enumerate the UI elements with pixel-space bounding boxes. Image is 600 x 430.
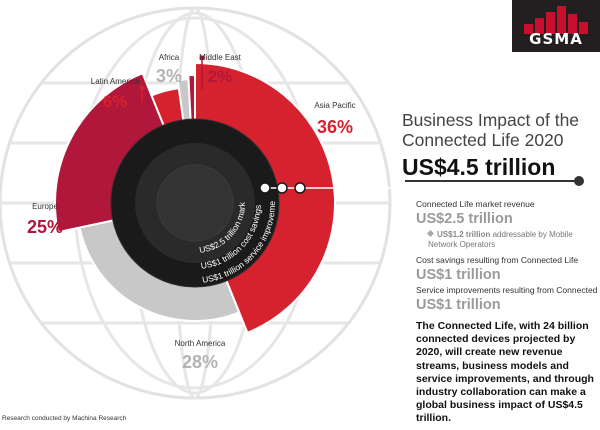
region-label-europe: Europe <box>32 202 58 211</box>
region-label-middle-east: Middle East <box>199 53 242 62</box>
logo-text: GSMA <box>529 30 583 48</box>
leader-dot-latin-america <box>139 85 145 91</box>
region-label-asia-pacific: Asia Pacific <box>314 101 355 110</box>
core-outer-edge <box>110 118 280 288</box>
improvements-value: US$1 trillion <box>416 297 501 313</box>
title-rule <box>405 180 575 182</box>
region-value-europe: 25% <box>27 217 63 237</box>
region-value-africa: 3% <box>156 66 182 86</box>
title-rule-end <box>574 176 584 186</box>
improvements-label: Service improvements resulting from Conn… <box>416 285 600 295</box>
addressable-text: addressable by Mobile Network Operators <box>428 230 573 249</box>
region-value-north-america: 28% <box>182 352 218 372</box>
bullet-diamond-icon <box>426 229 435 238</box>
core-inner-edge <box>156 164 234 242</box>
core-inner <box>157 165 233 241</box>
gsma-logo: GSMA <box>512 0 600 52</box>
savings-block: Cost savings resulting from Connected Li… <box>416 255 600 284</box>
savings-value: US$1 trillion <box>416 267 501 283</box>
improvements-block: Service improvements resulting from Conn… <box>416 285 600 314</box>
region-value-latin-america: 6% <box>103 92 128 111</box>
region-label-africa: Africa <box>159 53 180 62</box>
connector-dot-2 <box>294 182 306 194</box>
title-total: US$4.5 trillion <box>402 154 556 180</box>
addressable-block: US$1.2 trillion addressable by Mobile Ne… <box>426 229 588 250</box>
title-line-1: Business Impact of the <box>402 110 580 130</box>
revenue-block: Connected Life market revenue US$2.5 tri… <box>416 199 600 228</box>
region-value-asia-pacific: 36% <box>317 117 353 137</box>
region-value-middle-east: 2% <box>208 67 233 86</box>
title-block: Business Impact of the Connected Life 20… <box>402 110 592 182</box>
footer-credit: Research conducted by Machina Research <box>2 415 127 422</box>
addressable-value: US$1.2 trillion <box>437 230 491 239</box>
savings-label: Cost savings resulting from Connected Li… <box>416 255 579 265</box>
leader-dot-middle-east <box>199 55 205 61</box>
revenue-label: Connected Life market revenue <box>416 199 535 209</box>
connector-dot-0 <box>259 182 271 194</box>
summary-paragraph: The Connected Life, with 24 billion conn… <box>416 320 594 425</box>
region-label-latin-america: Latin America <box>91 77 140 86</box>
title-line-2: Connected Life 2020 <box>402 130 564 150</box>
connector-dot-1 <box>276 182 288 194</box>
region-label-north-america: North America <box>175 339 226 348</box>
revenue-value: US$2.5 trillion <box>416 211 513 227</box>
